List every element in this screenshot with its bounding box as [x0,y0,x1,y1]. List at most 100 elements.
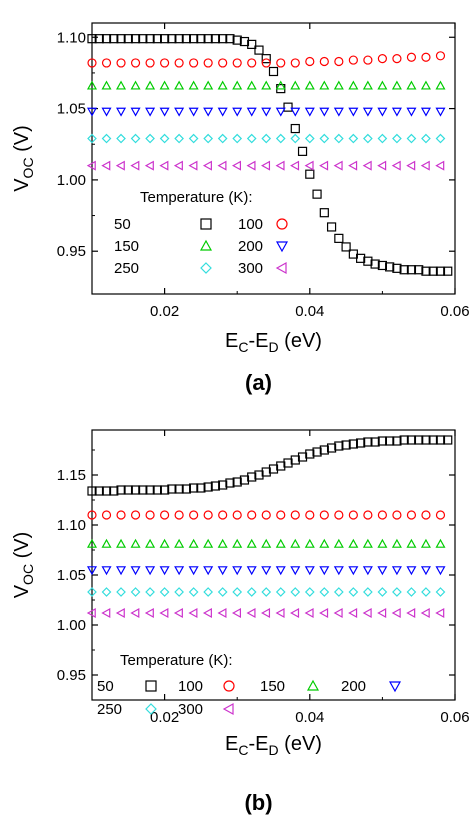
data-point [145,80,156,90]
data-point [304,566,315,576]
data-point [159,133,170,144]
data-point [406,435,417,445]
series-50K [87,34,453,276]
data-point [152,34,162,44]
legend-label: 150 [114,238,139,255]
series-100K [87,51,446,68]
data-point [290,538,301,548]
data-point [246,80,257,90]
data-point [203,80,214,90]
data-point [145,538,156,548]
data-point [203,510,213,520]
y-tick-label: 0.95 [57,667,86,684]
data-point [362,538,373,548]
data-point [246,607,256,619]
data-point [290,123,300,134]
data-point [138,34,148,44]
data-point [304,160,314,171]
data-point [377,107,388,117]
data-point [145,587,155,597]
data-point [297,146,308,156]
data-point [363,587,373,597]
data-point [86,607,96,619]
data-point [86,107,98,117]
data-point [304,107,315,117]
data-point [421,587,431,597]
data-point [348,439,358,449]
data-point [333,538,344,548]
data-point [218,58,228,68]
data-point [363,256,373,266]
data-point [246,133,257,144]
data-point [392,510,402,520]
data-point [116,133,126,144]
data-point [174,80,185,90]
data-point [159,607,169,619]
series-150K [86,80,446,90]
data-point [348,160,358,171]
data-point [145,566,156,576]
data-point [144,607,154,619]
data-point [290,607,300,619]
data-point [232,35,242,45]
legend-marker [200,218,212,230]
data-point [130,160,140,171]
data-point [116,34,126,44]
data-point [116,80,127,90]
series-100K [87,510,446,520]
data-point [377,133,388,144]
data-point [370,259,380,269]
data-point [101,34,112,44]
legend-marker [222,702,234,716]
y-tick-label: 1.10 [57,517,86,534]
data-point [218,510,228,520]
data-point [392,587,402,597]
data-point [116,538,127,548]
x-tick-label: 0.04 [295,709,324,726]
data-point [218,34,228,44]
data-point [435,51,446,61]
data-point [406,160,416,171]
data-point [261,467,271,477]
y-tick-label: 0.95 [57,243,86,260]
data-point [435,266,446,276]
data-point [101,80,112,90]
data-point [116,485,126,495]
data-point [304,80,315,90]
data-point [196,483,206,493]
data-point [319,208,329,218]
data-point [275,607,285,619]
data-point [145,133,155,144]
data-point [159,160,169,171]
data-point [414,265,424,275]
data-point [101,538,112,548]
data-point [101,160,111,171]
data-point [86,80,98,90]
data-point [326,443,337,453]
data-point [435,607,445,619]
data-point [159,107,170,117]
data-point [356,438,366,448]
data-point [319,538,330,548]
legend-marker [276,218,288,230]
data-point [231,160,241,171]
data-point [174,34,184,44]
data-point [130,107,141,117]
data-point [370,437,380,447]
x-tick-label: 0.06 [440,709,469,726]
data-point [319,510,329,520]
legend-label: 200 [341,678,366,695]
data-point [304,587,315,597]
data-point [261,587,272,597]
data-point [116,566,127,576]
data-point [152,485,162,495]
series-300K [86,160,445,171]
data-point [130,34,141,44]
data-point [435,160,445,171]
data-point [261,538,272,548]
data-point [406,80,417,90]
data-point [421,435,431,445]
legend-marker [275,241,289,253]
